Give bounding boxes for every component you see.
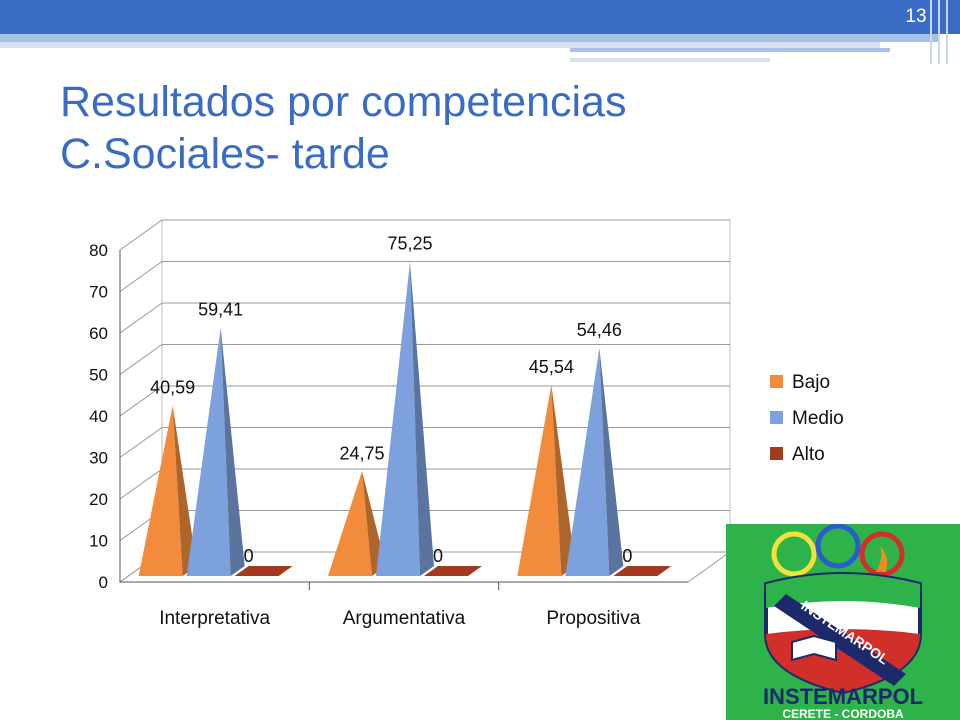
data-label: 0 bbox=[622, 546, 632, 566]
top-banner-stripe-light bbox=[0, 42, 880, 48]
legend-label: Bajo bbox=[792, 372, 830, 393]
pyramid-side bbox=[551, 385, 576, 576]
data-label: 40,59 bbox=[150, 378, 195, 398]
pyramid-front bbox=[138, 405, 183, 576]
logo-banner bbox=[774, 594, 906, 686]
slide-number: 13 bbox=[905, 6, 927, 27]
pyramid-front bbox=[186, 327, 231, 576]
x-tick-label: Interpretativa bbox=[159, 608, 270, 629]
decor-line bbox=[946, 0, 948, 64]
pyramid-front bbox=[328, 471, 372, 576]
y-tick-label: 0 bbox=[99, 573, 108, 592]
gridline bbox=[119, 302, 730, 334]
logo-torch-flame bbox=[876, 546, 888, 572]
top-banner-stripe bbox=[0, 34, 940, 42]
title-line-1: Resultados por competencias bbox=[60, 78, 627, 126]
legend-label: Medio bbox=[792, 408, 844, 429]
instemarpol-logo: INSTEMARPOL INSTEMARPOL CERETE - CORDOBA bbox=[726, 524, 960, 720]
slide-title: Resultados por competencias C.Sociales- … bbox=[60, 76, 820, 180]
pyramid-flat bbox=[613, 566, 672, 576]
data-label: 59,41 bbox=[198, 299, 243, 319]
legend-swatch bbox=[770, 375, 783, 388]
data-label: 0 bbox=[433, 546, 443, 566]
y-tick-label: 40 bbox=[89, 407, 108, 426]
y-tick-label: 70 bbox=[89, 283, 108, 302]
legend-label: Alto bbox=[792, 444, 825, 465]
y-tick-label: 80 bbox=[89, 241, 108, 260]
decor-line bbox=[938, 0, 940, 64]
logo-ring bbox=[771, 531, 817, 577]
data-label: 54,46 bbox=[577, 320, 622, 340]
pyramid-side bbox=[220, 327, 245, 576]
y-tick-label: 50 bbox=[89, 366, 108, 385]
gridline bbox=[119, 385, 730, 417]
data-label: 0 bbox=[244, 546, 254, 566]
gridline bbox=[119, 344, 730, 375]
pyramid-side bbox=[172, 405, 197, 576]
legend-swatch bbox=[770, 447, 783, 460]
title-line-2: C.Sociales- tarde bbox=[60, 130, 390, 178]
gridline bbox=[119, 219, 730, 251]
gridline bbox=[119, 427, 730, 458]
pyramid-front bbox=[376, 261, 420, 576]
pyramid-flat bbox=[234, 566, 293, 576]
y-tick-label: 20 bbox=[89, 490, 108, 509]
x-tick-label: Argumentativa bbox=[343, 608, 466, 629]
pyramid-side bbox=[410, 261, 434, 576]
logo-shield-green bbox=[766, 574, 920, 608]
y-tick-label: 10 bbox=[89, 532, 108, 551]
pyramid-bar-chart: 0 10 20 30 40 50 60 70 80 Interpretativa 40,59 59,4… bbox=[89, 219, 844, 629]
logo-ring bbox=[815, 524, 861, 569]
data-label: 24,75 bbox=[339, 443, 384, 463]
logo-place: CERETE - CORDOBA bbox=[782, 707, 904, 720]
decor-line bbox=[930, 0, 932, 64]
data-label: 45,54 bbox=[529, 357, 574, 377]
y-tick-label: 30 bbox=[89, 449, 108, 468]
pyramid-front bbox=[517, 385, 562, 576]
top-banner-accent bbox=[570, 48, 890, 52]
x-tick-label: Propositiva bbox=[546, 608, 640, 629]
gridline bbox=[119, 261, 730, 292]
pyramid-side bbox=[599, 347, 624, 576]
data-label: 75,25 bbox=[387, 234, 432, 254]
y-tick-label: 60 bbox=[89, 324, 108, 343]
top-banner-accent-light bbox=[570, 58, 770, 62]
logo-ring bbox=[859, 531, 905, 577]
logo-name: INSTEMARPOL bbox=[763, 684, 923, 709]
logo-book bbox=[791, 634, 837, 662]
pyramid-front bbox=[565, 347, 610, 576]
legend-swatch bbox=[770, 411, 783, 424]
pyramid-flat bbox=[424, 566, 482, 576]
top-banner bbox=[0, 0, 960, 34]
